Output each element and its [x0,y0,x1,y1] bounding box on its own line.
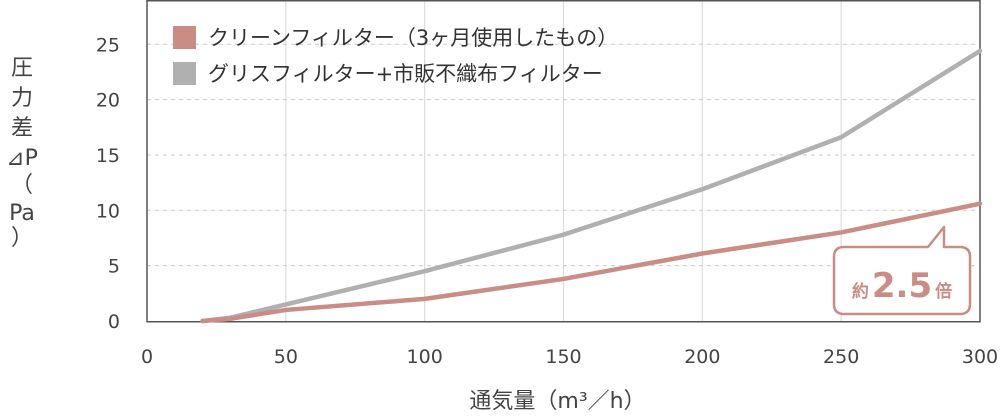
x-tick-label: 0 [141,346,153,368]
y-axis-ticks: 0 5 10 15 20 25 [96,34,120,333]
y-tick-label: 10 [96,200,120,222]
y-axis-title-char: 差 [11,116,33,141]
y-axis-title-char: ） [11,226,33,251]
grid [147,0,980,321]
x-tick-label: 250 [823,346,859,368]
legend-label: グリスフィルター+市販不織布フィルター [208,62,603,86]
x-tick-label: 100 [407,346,443,368]
legend-swatch [173,62,196,85]
callout-text: 約2.5 倍 [852,266,952,306]
x-axis-title: 通気量（m³／h） [469,389,645,414]
legend-label: クリーンフィルター（3ヶ月使用したもの） [208,26,618,50]
x-tick-label: 50 [274,346,298,368]
y-tick-label: 0 [108,311,120,333]
y-axis-title-char: ⊿P [6,146,38,171]
ratio-callout: 約2.5 倍 [832,225,972,316]
y-tick-label: 20 [96,90,120,112]
y-axis-title-char: 圧 [11,56,33,81]
legend-swatch [173,26,196,49]
y-axis-title-char: 力 [11,86,33,111]
y-tick-label: 5 [108,256,120,278]
series-layer [200,48,983,324]
y-axis-title-char: Pa [9,201,35,226]
legend: クリーンフィルター（3ヶ月使用したもの） グリスフィルター+市販不織布フィルター [173,26,618,86]
x-tick-label: 150 [545,346,581,368]
series-line [200,201,983,324]
x-axis-ticks: 0 50 100 150 200 250 300 [141,346,998,368]
y-tick-label: 15 [96,145,120,167]
x-tick-label: 300 [962,346,998,368]
plot-frame [146,0,981,323]
y-axis-title: 圧力差 ⊿P（ Pa） [6,56,38,251]
y-tick-label: 25 [96,34,120,56]
callout-bubble [832,225,972,316]
y-axis-title-char: （ [11,173,33,198]
x-tick-label: 200 [684,346,720,368]
